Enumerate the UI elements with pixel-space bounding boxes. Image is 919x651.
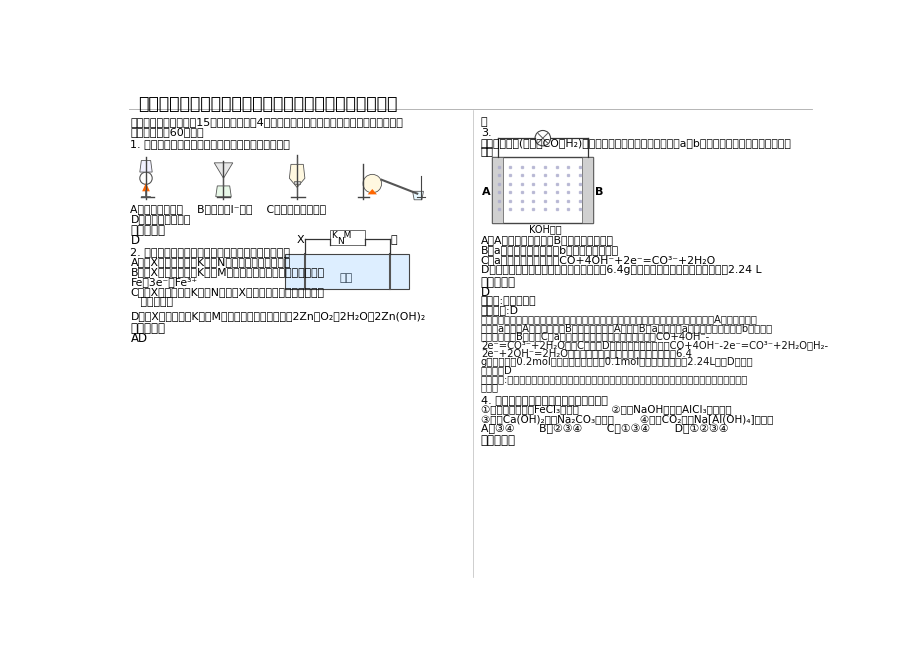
Text: 的是: 的是: [481, 147, 494, 158]
Text: A．海带灼烧成灰    B．过滤含I⁻溶液    C．放出碘的苯溶液: A．海带灼烧成灰 B．过滤含I⁻溶液 C．放出碘的苯溶液: [130, 204, 326, 214]
Text: 思路点拨:本题考查了原电池原理，理解原电池的负极发生失电子的氧化反应，正极发生得电子的还原: 思路点拨:本题考查了原电池原理，理解原电池的负极发生失电子的氧化反应，正极发生得…: [481, 374, 747, 384]
Text: A．③④       B．②③④       C．①③④       D．①②③④: A．③④ B．②③④ C．①③④ D．①②③④: [481, 424, 728, 434]
Text: B．若X为碳棒，开关K置于M处、，则铁电极的电极反应式为：: B．若X为碳棒，开关K置于M处、，则铁电极的电极反应式为：: [130, 267, 324, 277]
Polygon shape: [368, 189, 377, 195]
Text: 流向知a是负极A处通水煤气，B处通入空气，故A错误；B、a是负极，a电极发生氧化反应，b电极发生: 流向知a是负极A处通水煤气，B处通入空气，故A错误；B、a是负极，a电极发生氧化…: [481, 323, 772, 333]
Text: D．分离碘并回收苯: D．分离碘并回收苯: [130, 214, 190, 224]
Bar: [330, 230, 364, 245]
Text: 2e⁻+2OH⁻=2H₂O。如用这种电池电镀铜，待镀金属上增重6.4: 2e⁻+2OH⁻=2H₂O。如用这种电池电镀铜，待镀金属上增重6.4: [481, 348, 691, 359]
Text: 的质量相等: 的质量相等: [130, 297, 174, 307]
Text: 海水: 海水: [339, 273, 353, 283]
Text: 参考答案：: 参考答案：: [481, 276, 516, 289]
Text: 参考答案：: 参考答案：: [130, 322, 165, 335]
Text: D: D: [130, 234, 140, 247]
Text: 解析：根据原电池原理，负极发生失去电子的氧化反应，正极发生得到电子的还原反应。A、根据电子的: 解析：根据原电池原理，负极发生失去电子的氧化反应，正极发生得到电子的还原反应。A…: [481, 314, 757, 324]
Bar: [294, 181, 300, 184]
Text: 参考答案：: 参考答案：: [481, 434, 516, 447]
Bar: [492, 158, 593, 223]
Text: 4. 下列各组反应最终有白色沉淀生成的是: 4. 下列各组反应最终有白色沉淀生成的是: [481, 395, 607, 404]
Text: 如图是水煤气(成分为CO、H₂)空气燃料电池的工作原理示意图，a、b均为惰性电极。下列叙述中正确: 如图是水煤气(成分为CO、H₂)空气燃料电池的工作原理示意图，a、b均为惰性电极…: [481, 138, 791, 148]
Polygon shape: [142, 183, 150, 191]
Text: A: A: [481, 187, 490, 197]
Text: 2. 右图是模拟电化学反应装置图。下列说法正确的是: 2. 右图是模拟电化学反应装置图。下列说法正确的是: [130, 247, 290, 256]
Text: 3.: 3.: [481, 128, 491, 138]
Text: D．如用这种电池电镀铜，待镀金属上增重6.4g，则至少消耗标准状况下的水煤气2.24 L: D．如用这种电池电镀铜，待镀金属上增重6.4g，则至少消耗标准状况下的水煤气2.…: [481, 265, 761, 275]
Text: 参考答案：: 参考答案：: [130, 225, 165, 238]
Text: g，转移电子0.2mol，则至少消耗水煤气0.1mol，标准状况下体积2.24L，故D正确。: g，转移电子0.2mol，则至少消耗水煤气0.1mol，标准状况下体积2.24L…: [481, 357, 753, 367]
Polygon shape: [140, 161, 152, 172]
Text: A．A处通入的是空气，B处通入的是水煤气: A．A处通入的是空气，B处通入的是水煤气: [481, 235, 613, 245]
Text: ③少量Ca(OH)₂投入Na₂CO₃溶液中        ④过量CO₂通入Na[Al(OH)₄]溶液中: ③少量Ca(OH)₂投入Na₂CO₃溶液中 ④过量CO₂通入Na[Al(OH)₄…: [481, 414, 772, 424]
Circle shape: [535, 130, 550, 146]
Bar: [285, 255, 409, 289]
Text: 答案解析:D: 答案解析:D: [481, 305, 518, 315]
Bar: [492, 158, 503, 223]
Polygon shape: [216, 186, 231, 197]
Text: 1. 从海带中提取碘的实验过程中，下列正确的操作是: 1. 从海带中提取碘的实验过程中，下列正确的操作是: [130, 139, 290, 149]
Text: Fe－3e⁻＝Fe³⁺: Fe－3e⁻＝Fe³⁺: [130, 277, 198, 287]
Text: A．若X为碳棒，开关K置于N处，可以减缓铁的腐蚀: A．若X为碳棒，开关K置于N处，可以减缓铁的腐蚀: [130, 256, 290, 267]
Bar: [582, 158, 593, 223]
Text: B．a电极发生还原反应，b电极发生氧化反应: B．a电极发生还原反应，b电极发生氧化反应: [481, 245, 618, 255]
Text: 反应。: 反应。: [481, 382, 498, 393]
Text: C．若X为锌，开关K置于N处，则X极减少的质量与铁电极增加: C．若X为锌，开关K置于N处，则X极减少的质量与铁电极增加: [130, 287, 324, 297]
Text: 题目要求，共60分。）: 题目要求，共60分。）: [130, 127, 204, 137]
Text: X: X: [296, 235, 303, 245]
Text: 略: 略: [481, 117, 487, 127]
Text: 湖北省随州市广水实验高级中学高三化学模拟试题含解析: 湖北省随州市广水实验高级中学高三化学模拟试题含解析: [138, 95, 397, 113]
Text: 2e⁻=CO³⁻+2H₂O，故C错误；D、正极的电极反应是：CO+4OH⁻-2e⁻=CO³⁻+2H₂O；H₂-: 2e⁻=CO³⁻+2H₂O，故C错误；D、正极的电极反应是：CO+4OH⁻-2e…: [481, 340, 827, 350]
Text: C．a电极的反应式包括：CO+4OH⁻+2e⁻=CO³⁻+2H₂O: C．a电极的反应式包括：CO+4OH⁻+2e⁻=CO³⁻+2H₂O: [481, 255, 715, 265]
Text: 还原反应，故B错误；C、a电极发生失电子反应，反应式包括：CO+4OH⁻-: 还原反应，故B错误；C、a电极发生失电子反应，反应式包括：CO+4OH⁻-: [481, 331, 709, 342]
Text: ①金属钠投入到稀FeCl₃溶液中          ②过量NaOH溶液和AlCl₃溶液混合: ①金属钠投入到稀FeCl₃溶液中 ②过量NaOH溶液和AlCl₃溶液混合: [481, 405, 731, 415]
Text: KOH溶液: KOH溶液: [528, 225, 561, 234]
Text: 知识点:原电池原理: 知识点:原电池原理: [481, 296, 536, 306]
Circle shape: [363, 174, 381, 193]
Text: 铁: 铁: [391, 235, 397, 245]
Text: 一、单选题（本大题共15个小题，每小题4分。在每小题给出的四个选项中，只有一项符合: 一、单选题（本大题共15个小题，每小题4分。在每小题给出的四个选项中，只有一项符…: [130, 117, 403, 127]
Polygon shape: [289, 164, 304, 187]
Text: K  M: K M: [332, 230, 351, 240]
Text: D: D: [481, 286, 490, 299]
Text: N: N: [336, 237, 343, 245]
Polygon shape: [214, 163, 233, 178]
Polygon shape: [412, 191, 423, 200]
Text: D．若X为锌，开关K置于M处，则总反应方程式为：2Zn＋O₂＋2H₂O＝2Zn(OH)₂: D．若X为锌，开关K置于M处，则总反应方程式为：2Zn＋O₂＋2H₂O＝2Zn(…: [130, 311, 425, 322]
Text: AD: AD: [130, 332, 147, 345]
Text: 故答案选D: 故答案选D: [481, 365, 512, 376]
Text: B: B: [595, 187, 603, 197]
